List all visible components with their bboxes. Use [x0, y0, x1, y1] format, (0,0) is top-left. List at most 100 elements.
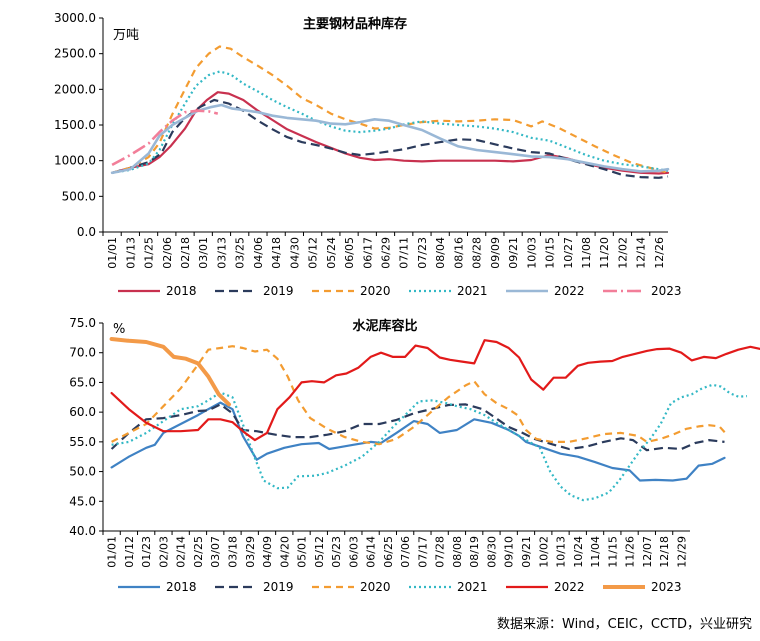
series-line-2019 [110, 403, 725, 452]
x-tick-label: 10/15 [544, 237, 557, 269]
legend-label-2021: 2021 [457, 284, 488, 298]
y-tick-label: 500.0 [62, 189, 96, 203]
x-tick-label: 11/04 [589, 536, 602, 568]
x-tick-label: 05/24 [325, 237, 338, 269]
y-tick-label: 75.0 [69, 316, 96, 330]
cement-ratio-chart: 40.0 45.0 50.0 55.0 60.0 65.0 70.0 75.0 01/01 01/… [69, 316, 760, 594]
x-tick-label: 04/20 [278, 536, 291, 568]
x-tick-label: 02/18 [179, 237, 192, 269]
y-tick-label: 40.0 [69, 524, 96, 538]
y-tick-label: 0.0 [77, 225, 96, 239]
y-tick-label: 2000.0 [54, 82, 96, 96]
x-tick-label: 01/23 [140, 536, 153, 568]
legend-label-2022: 2022 [554, 284, 585, 298]
series-line-2020 [111, 345, 728, 446]
x-tick-label: 04/18 [270, 237, 283, 269]
series-line-2022 [110, 339, 760, 442]
series-line-2023 [111, 109, 219, 167]
chart-title: 主要钢材品种库存 [303, 16, 407, 32]
legend-label-2021: 2021 [457, 580, 488, 594]
source-note: 数据来源：Wind，CEIC，CCTD，兴业研究 [497, 617, 752, 632]
x-tick-label: 08/08 [451, 536, 464, 568]
x-tick-label: 04/06 [252, 237, 265, 269]
x-tick-label: 06/25 [382, 536, 395, 568]
x-tick-label: 08/19 [468, 536, 481, 568]
x-tick-label: 03/01 [197, 237, 210, 269]
x-tick-label: 05/23 [330, 536, 343, 568]
x-tick-label: 08/04 [434, 237, 447, 269]
y-tick-label: 1500.0 [54, 118, 96, 132]
legend-label-2022: 2022 [554, 580, 585, 594]
x-tick-label: 01/25 [143, 237, 156, 269]
series-line-2023 [109, 337, 231, 407]
y-tick-label: 65.0 [69, 375, 96, 389]
legend-label-2018: 2018 [166, 580, 197, 594]
x-tick-label: 09/21 [507, 237, 520, 269]
x-tick-label: 02/06 [161, 237, 174, 269]
x-tick-label: 07/23 [416, 237, 429, 269]
x-tick-label: 10/03 [525, 237, 538, 269]
x-tick-label: 09/21 [520, 536, 533, 568]
series-line-2021 [111, 383, 748, 502]
x-tick-label: 07/17 [416, 536, 429, 568]
x-tick-label: 07/06 [399, 536, 412, 568]
x-tick-label: 05/12 [307, 237, 320, 269]
series-line-2018 [110, 401, 726, 482]
x-tick-label: 12/26 [653, 237, 666, 269]
x-tick-label: 05/01 [296, 536, 309, 568]
x-tick-label: 02/03 [157, 536, 170, 568]
x-tick-label: 06/05 [343, 237, 356, 269]
x-tick-label: 04/30 [288, 237, 301, 269]
x-tick-label: 11/20 [598, 237, 611, 269]
x-tick-label: 06/03 [347, 536, 360, 568]
x-tick-label: 01/01 [106, 536, 119, 568]
series-line-2022 [110, 103, 670, 175]
x-tick-label: 08/28 [471, 237, 484, 269]
legend-label-2020: 2020 [360, 580, 391, 594]
y-tick-label: 3000.0 [54, 11, 96, 25]
x-tick-label: 01/01 [106, 237, 119, 269]
x-tick-label: 03/13 [215, 237, 228, 269]
x-tick-label: 09/09 [489, 237, 502, 269]
chart-title: 水泥库容比 [352, 318, 417, 334]
legend-label-2020: 2020 [360, 284, 391, 298]
x-tick-label: 07/28 [434, 536, 447, 568]
x-tick-label: 02/25 [192, 536, 205, 568]
y-tick-label: 1000.0 [54, 154, 96, 168]
x-tick-label: 02/14 [175, 536, 188, 568]
y-tick-label: 55.0 [69, 435, 96, 449]
unit-label: % [113, 322, 125, 337]
legend-label-2018: 2018 [166, 284, 197, 298]
series-line-2021 [111, 70, 669, 174]
x-tick-label: 12/02 [616, 237, 629, 269]
y-tick-label: 60.0 [69, 405, 96, 419]
x-tick-label: 12/18 [658, 536, 671, 568]
x-tick-label: 12/14 [635, 237, 648, 269]
y-tick-label: 50.0 [69, 465, 96, 479]
steel-inventory-chart: 0.0 500.0 1000.0 1500.0 2000.0 2500.0 3000.0 01… [54, 11, 682, 298]
x-tick-label: 03/25 [234, 237, 247, 269]
x-tick-label: 08/16 [452, 237, 465, 269]
x-tick-label: 11/08 [580, 237, 593, 269]
x-tick-label: 12/29 [675, 536, 688, 568]
y-tick-label: 2500.0 [54, 47, 96, 61]
unit-label: 万吨 [113, 28, 139, 43]
legend-label-2019: 2019 [263, 284, 294, 298]
x-tick-label: 03/07 [209, 536, 222, 568]
x-tick-label: 01/12 [123, 536, 136, 568]
x-tick-label: 04/09 [261, 536, 274, 568]
x-tick-label: 11/15 [606, 536, 619, 568]
legend-label-2019: 2019 [263, 580, 294, 594]
x-tick-label: 03/18 [226, 536, 239, 568]
x-tick-label: 10/13 [555, 536, 568, 568]
legend-label-2023: 2023 [651, 284, 682, 298]
x-tick-label: 03/29 [244, 536, 257, 568]
x-tick-label: 09/10 [503, 536, 516, 568]
x-tick-label: 10/24 [572, 536, 585, 568]
x-tick-label: 01/13 [124, 237, 137, 269]
x-tick-label: 11/26 [624, 536, 637, 568]
legend-label-2023: 2023 [651, 580, 682, 594]
x-tick-label: 06/14 [365, 536, 378, 568]
y-tick-label: 70.0 [69, 346, 96, 360]
